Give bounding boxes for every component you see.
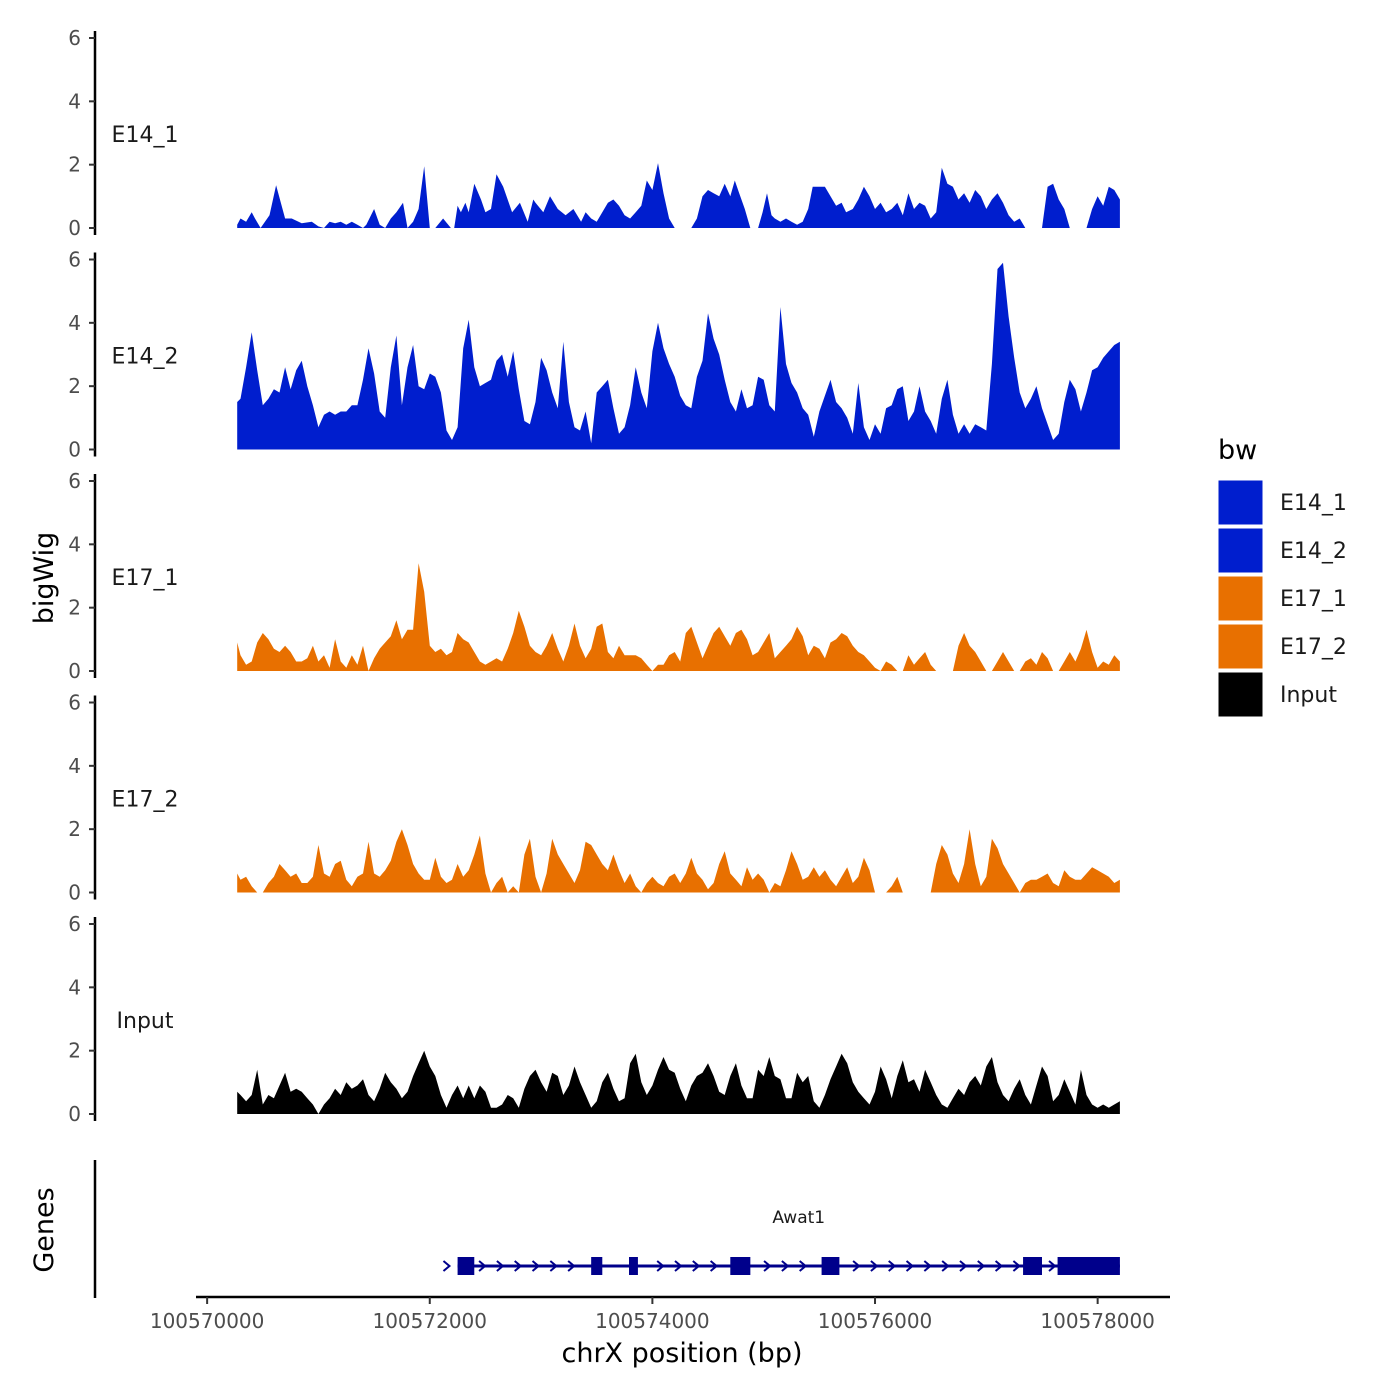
strand-arrow	[923, 1260, 932, 1272]
legend-label: E14_1	[1280, 491, 1347, 516]
y-tick-label: 6	[68, 691, 81, 715]
y-tick-label: 4	[68, 89, 81, 113]
x-tick-label: 100576000	[818, 1309, 933, 1333]
exon	[821, 1257, 840, 1275]
legend-key-E14_2	[1217, 527, 1264, 574]
panel-E14_1: 0 2 4 6 E14_1	[68, 26, 1120, 240]
y-tick-label: 2	[68, 153, 81, 177]
x-tick-label: 100574000	[595, 1309, 710, 1333]
strand-arrow	[514, 1260, 523, 1272]
legend-key-Input	[1217, 671, 1264, 718]
strand-arrow	[799, 1260, 808, 1272]
legend-key-E14_1	[1217, 479, 1264, 526]
track-label: E17_2	[112, 788, 179, 813]
y-tick-label: 4	[68, 311, 81, 335]
strand-arrow	[531, 1260, 541, 1272]
signal-area-E14_2	[237, 262, 1120, 450]
y-tick-label: 6	[68, 912, 81, 936]
x-tick-label: 100578000	[1040, 1309, 1155, 1333]
x-tick-label: 100570000	[150, 1309, 265, 1333]
exon	[457, 1257, 475, 1275]
x-axis-title: chrX position (bp)	[561, 1338, 802, 1369]
signal-area-E17_2	[237, 829, 1120, 893]
strand-arrow	[977, 1260, 986, 1272]
y-tick-label: 2	[68, 1039, 81, 1063]
panel-E17_2: 0 2 4 6 E17_2	[68, 691, 1120, 905]
x-tick-label: 100572000	[372, 1309, 487, 1333]
y-tick-label: 2	[68, 596, 81, 620]
y-tick-label: 2	[68, 817, 81, 841]
strand-arrow	[656, 1260, 665, 1272]
gene-label: Awat1	[772, 1208, 825, 1228]
strand-arrow	[763, 1260, 772, 1272]
signal-area-Input	[237, 1050, 1120, 1114]
exon	[629, 1257, 638, 1275]
panel-E14_2: 0 2 4 6 E14_2	[68, 248, 1120, 462]
y-tick-label: 4	[68, 754, 81, 778]
exon	[730, 1257, 751, 1275]
legend: bw E14_1 E14_2 E17_1 E17_2 Input	[1217, 435, 1347, 718]
exon	[1057, 1257, 1120, 1275]
strand-arrow	[709, 1260, 719, 1272]
strand-arrow	[674, 1260, 683, 1272]
y-tick-label: 4	[68, 975, 81, 999]
y-tick-label: 0	[68, 881, 81, 905]
y-tick-label: 2	[68, 374, 81, 398]
legend-title: bw	[1218, 435, 1257, 466]
strand-arrow	[781, 1260, 790, 1272]
strand-arrow	[549, 1260, 558, 1272]
y-tick-label: 0	[68, 438, 81, 462]
y-tick-label: 0	[68, 216, 81, 240]
strand-arrow	[496, 1260, 505, 1272]
strand-arrow	[852, 1260, 861, 1272]
strand-arrow	[959, 1260, 968, 1272]
bigwig-panels: 0 2 4 6 E14_1 0 2 4 6 E14_2 0 2 4 6 E17_1 0 2 4 6 E17_2 0 2 4 6…	[68, 26, 1120, 1126]
track-label: E14_1	[112, 123, 179, 148]
x-axis: 100570000 100572000 100574000 100576000 1005…	[150, 1295, 1170, 1333]
signal-area-E17_1	[237, 563, 1120, 671]
legend-key-E17_1	[1217, 575, 1264, 622]
y-axis-title: bigWig	[29, 532, 60, 625]
legend-label: Input	[1280, 683, 1337, 708]
strand-arrow	[905, 1260, 915, 1272]
strand-arrow	[941, 1260, 950, 1272]
y-tick-label: 6	[68, 248, 81, 272]
strand-arrow	[692, 1260, 701, 1272]
legend-label: E14_2	[1280, 539, 1347, 564]
strand-arrow	[442, 1260, 452, 1272]
legend-label: E17_2	[1280, 635, 1347, 660]
panel-Input: 0 2 4 6 Input	[68, 912, 1120, 1126]
track-label: E14_2	[112, 345, 179, 370]
gene-track: Awat1	[93, 1160, 1120, 1298]
exon	[1023, 1257, 1042, 1275]
y-tick-label: 6	[68, 469, 81, 493]
strand-arrow	[888, 1260, 897, 1272]
strand-arrow	[1012, 1260, 1021, 1272]
y-tick-label: 4	[68, 532, 81, 556]
track-label: Input	[117, 1009, 174, 1034]
legend-label: E17_1	[1280, 587, 1347, 612]
strand-arrow	[870, 1260, 879, 1272]
strand-arrow	[567, 1260, 576, 1272]
strand-arrow	[994, 1260, 1004, 1272]
y-tick-label: 0	[68, 659, 81, 683]
legend-key-E17_2	[1217, 623, 1264, 670]
panel-E17_1: 0 2 4 6 E17_1	[68, 469, 1120, 683]
track-label: E17_1	[112, 566, 179, 591]
signal-area-E14_1	[237, 163, 1120, 228]
strand-arrow	[1048, 1260, 1057, 1272]
strand-arrow	[478, 1260, 487, 1272]
exon	[591, 1257, 603, 1275]
y-tick-label: 0	[68, 1102, 81, 1126]
gene-track-title: Genes	[29, 1187, 60, 1272]
y-tick-label: 6	[68, 26, 81, 50]
